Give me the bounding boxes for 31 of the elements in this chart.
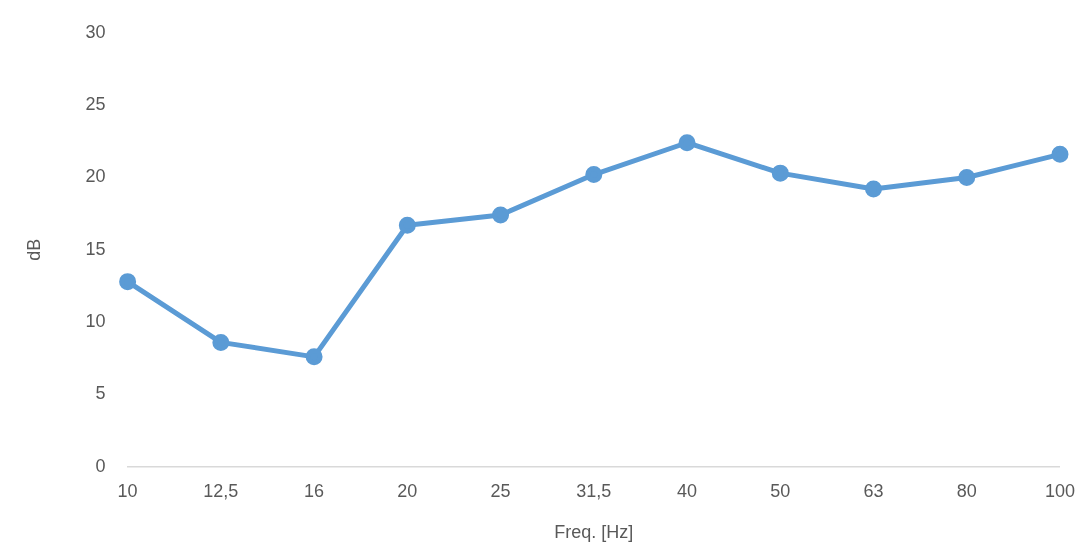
x-tick-label: 25	[490, 480, 511, 501]
point	[678, 134, 696, 152]
x-tick-label: 40	[677, 480, 698, 501]
point	[585, 166, 603, 184]
point	[958, 168, 976, 186]
x-tick-label: 63	[863, 480, 884, 501]
point	[119, 273, 137, 291]
x-tick-label: 50	[770, 480, 791, 501]
x-tick-label: 31,5	[576, 480, 612, 501]
point	[865, 180, 883, 198]
y-tick-label: 5	[95, 383, 106, 404]
x-tick-label: 12,5	[203, 480, 239, 501]
point	[492, 206, 510, 224]
y-tick-label: 10	[85, 311, 106, 332]
point	[398, 216, 416, 234]
x-tick-label: 20	[397, 480, 418, 501]
x-tick-label: 100	[1044, 480, 1076, 501]
x-tick-label: 80	[956, 480, 977, 501]
y-tick-label: 30	[85, 21, 106, 42]
y-tick-label: 15	[85, 238, 106, 259]
y-axis-title: dB	[23, 238, 44, 261]
x-axis-title: Freq. [Hz]	[554, 522, 634, 543]
point	[212, 333, 230, 351]
y-tick-label: 20	[85, 166, 106, 187]
y-tick-label: 0	[95, 455, 106, 476]
point	[305, 348, 323, 366]
point	[1051, 145, 1069, 163]
point	[771, 164, 789, 182]
y-tick-label: 25	[85, 94, 106, 115]
x-tick-label: 10	[117, 480, 138, 501]
x-tick-label: 16	[304, 480, 325, 501]
